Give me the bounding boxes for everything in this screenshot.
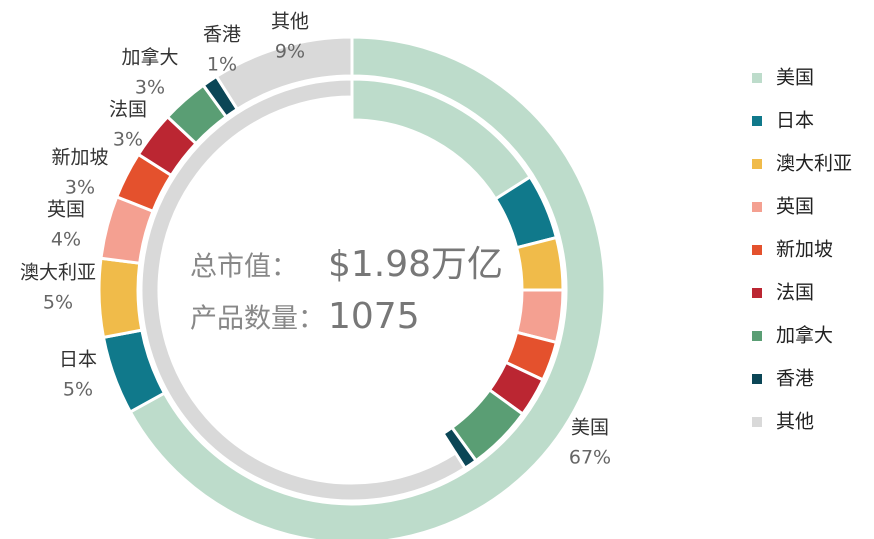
legend-label: 香港: [776, 368, 814, 390]
legend-swatch: [752, 331, 762, 341]
slice-label: 新加坡: [51, 147, 108, 169]
inner-segment: [514, 235, 565, 292]
legend-label: 新加坡: [776, 239, 833, 261]
slice-value: 3%: [65, 177, 95, 199]
slice-value: 9%: [275, 41, 305, 63]
legend-label: 美国: [776, 67, 814, 89]
slice-value: 5%: [43, 292, 73, 314]
legend-label: 加拿大: [776, 324, 833, 347]
legend-label: 澳大利亚: [776, 153, 852, 175]
legend-label: 法国: [776, 282, 814, 304]
outer-segment: [97, 256, 144, 340]
legend-label: 其他: [776, 411, 814, 433]
slice-value: 5%: [63, 379, 93, 401]
slice-value: 67%: [569, 447, 611, 469]
legend-swatch: [752, 245, 762, 255]
legend-label: 日本: [776, 110, 814, 132]
center-value: 1075: [328, 296, 420, 337]
legend-swatch: [752, 73, 762, 83]
legend-swatch: [752, 288, 762, 298]
legend-swatch: [752, 159, 762, 169]
slice-value: 4%: [51, 229, 81, 251]
center-caption: 产品数量：: [190, 304, 325, 335]
outer-segment: [128, 35, 607, 539]
slice-label: 美国: [571, 417, 609, 439]
legend-swatch: [752, 417, 762, 427]
legend-swatch: [752, 116, 762, 126]
legend-label: 英国: [776, 196, 814, 218]
slice-label: 澳大利亚: [20, 262, 96, 284]
slice-label: 加拿大: [121, 46, 178, 69]
slice-value: 1%: [207, 54, 237, 76]
legend-swatch: [752, 374, 762, 384]
inner-segment: [139, 77, 468, 503]
center-value: $1.98万亿: [328, 244, 503, 285]
slice-value: 3%: [135, 77, 165, 99]
slice-label: 英国: [47, 199, 85, 221]
slice-label: 其他: [271, 11, 309, 33]
legend-swatch: [752, 202, 762, 212]
slice-label: 香港: [203, 24, 241, 46]
slice-label: 法国: [109, 99, 147, 121]
slice-label: 日本: [59, 349, 97, 371]
center-caption: 总市值：: [190, 252, 298, 283]
slice-value: 3%: [113, 129, 143, 151]
inner-segment: [441, 425, 479, 471]
outer-segment: [214, 35, 354, 112]
